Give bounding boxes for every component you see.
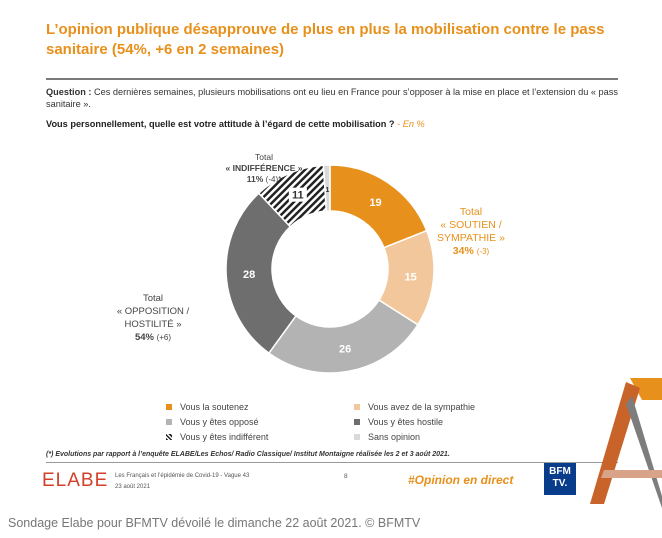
soutien-line2: « SOUTIEN / <box>440 219 502 231</box>
bfm-logo-line-2: TV. <box>552 478 568 489</box>
source-line-1: Les Français et l’épidémie de Covid-19 -… <box>115 473 250 479</box>
ask-text: Vous personnellement, quelle est votre a… <box>46 119 395 129</box>
slice-label-bg <box>288 187 307 202</box>
donut-slice-2 <box>267 299 419 374</box>
footnote: (*) Evolutions par rapport à l’enquête E… <box>46 451 450 458</box>
opposition-line2: « OPPOSITION / <box>116 306 190 317</box>
ask-line: Vous personnellement, quelle est votre a… <box>46 119 618 129</box>
unit-label: - En % <box>394 119 425 129</box>
legend-item-sans-opinion: Sans opinion <box>354 432 420 442</box>
indifference-group-label: Total « INDIFFÉRENCE » 11% (-4)* <box>214 152 314 185</box>
slice-value-label: 15 <box>405 272 417 284</box>
poll-card: L’opinion publique désapprouve de plus e… <box>28 8 624 500</box>
soutien-line3: SYMPATHIE » <box>437 232 505 244</box>
legend-label: Vous y êtes opposé <box>180 417 259 427</box>
opposition-total-line: 54% (+6) <box>108 331 198 344</box>
legend-item-sympathie: Vous avez de la sympathie <box>354 402 475 412</box>
title-divider <box>46 78 618 80</box>
indifference-total: 11% <box>246 174 264 184</box>
donut-slice-5 <box>322 164 331 212</box>
indifference-line2: « INDIFFÉRENCE » <box>225 163 303 173</box>
opposition-change: (+6) <box>156 333 172 342</box>
legend-swatch <box>354 404 360 410</box>
slice-value-label: 28 <box>243 269 255 281</box>
legend-swatch <box>166 419 172 425</box>
soutien-total-word: Total <box>459 206 483 218</box>
indifference-total-word: Total <box>255 152 273 162</box>
opposition-line3: HOSTILITÉ » <box>124 319 182 330</box>
slice-value-label: 1 <box>326 187 330 194</box>
slice-value-label: 19 <box>369 197 381 209</box>
legend-item-soutenez: Vous la soutenez <box>166 402 249 412</box>
image-caption: Sondage Elabe pour BFMTV dévoilé le dima… <box>8 516 421 530</box>
soutien-change: (-3) <box>476 247 490 256</box>
donut-chart-area: 19 15 26 28 11 1 Total « SOUTIEN / SYMPATHIE … <box>28 148 624 403</box>
opposition-total-word: Total <box>142 293 164 304</box>
donut-slice-3 <box>225 192 297 355</box>
question-body: Ces dernières semaines, plusieurs mobili… <box>46 87 618 109</box>
page-number: 8 <box>344 473 348 480</box>
soutien-total: 34% <box>452 245 474 257</box>
footer-divider <box>46 462 618 463</box>
corner-brand-graphic <box>590 378 662 508</box>
opposition-group-label: Total « OPPOSITION / HOSTILITÉ » 54% (+6… <box>108 292 198 344</box>
soutien-total-line: 34% (-3) <box>426 245 516 258</box>
legend-label: Vous la soutenez <box>180 402 249 412</box>
footer-source: Les Français et l’épidémie de Covid-19 -… <box>115 471 249 493</box>
legend-swatch <box>166 404 172 410</box>
question-text: Question : Ces dernières semaines, plusi… <box>46 86 618 110</box>
legend-label: Vous y êtes indifférent <box>180 432 269 442</box>
indifference-change: (-4)* <box>265 175 282 184</box>
indifference-total-line: 11% (-4)* <box>214 174 314 185</box>
slice-value-label: 11 <box>292 190 304 202</box>
legend-swatch <box>354 419 360 425</box>
legend-swatch <box>354 434 360 440</box>
legend-label: Sans opinion <box>368 432 421 442</box>
bfm-logo-line-1: BFM <box>549 466 571 477</box>
legend-item-oppose: Vous y êtes opposé <box>166 417 259 427</box>
legend-label: Vous y êtes hostile <box>368 417 444 427</box>
elabe-logo: ELABE <box>42 470 109 491</box>
opposition-total: 54% <box>134 332 154 343</box>
legend-hatch-swatch <box>166 434 172 440</box>
legend-item-indifferent: Vous y êtes indifférent <box>166 432 268 442</box>
slice-value-label: 26 <box>339 344 351 356</box>
legend-label: Vous avez de la sympathie <box>368 402 476 412</box>
soutien-group-label: Total « SOUTIEN / SYMPATHIE » 34% (-3) <box>426 206 516 258</box>
hashtag-label: #Opinion en direct <box>408 473 514 487</box>
bfmtv-logo: BFM TV. <box>544 463 576 495</box>
source-line-2: 23 août 2021 <box>115 484 151 490</box>
question-label: Question : <box>46 87 92 97</box>
chart-title: L’opinion publique désapprouve de plus e… <box>46 21 605 58</box>
legend-item-hostile: Vous y êtes hostile <box>354 417 443 427</box>
